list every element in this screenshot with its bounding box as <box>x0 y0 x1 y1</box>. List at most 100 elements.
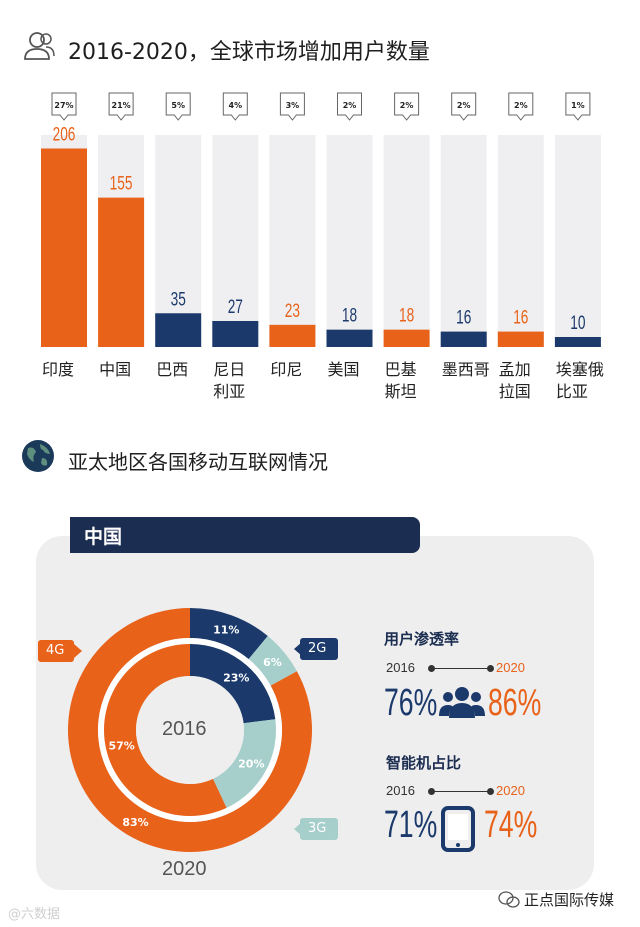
people-icon <box>439 687 485 718</box>
smartphone-dot-end <box>487 788 494 795</box>
bar <box>41 148 87 347</box>
bar <box>212 320 259 347</box>
smartphone-title: 智能机占比 <box>386 754 462 772</box>
wechat-icon <box>498 891 520 908</box>
smartphone-icon <box>441 806 475 852</box>
bar-column-bg <box>497 135 544 347</box>
category-label: 孟加 <box>499 360 531 379</box>
smartphone-year-end: 2020 <box>496 783 525 798</box>
bar-value-label: 18 <box>342 304 357 326</box>
slice-label: 83% <box>122 816 148 829</box>
bar-value-label: 10 <box>570 312 585 334</box>
bar-column-bg <box>440 135 487 347</box>
category-label: 利亚 <box>213 382 245 401</box>
category-label: 埃塞俄 <box>556 360 604 379</box>
china-banner <box>70 517 420 553</box>
share-label: 21% <box>112 101 131 110</box>
share-label: 4% <box>229 101 243 110</box>
bar-column-bg <box>155 135 202 347</box>
penetration-dot-end <box>487 665 494 672</box>
tag-3g: 3G <box>308 821 327 836</box>
bar-value-label: 18 <box>399 304 414 326</box>
category-label: 巴基 <box>385 360 417 379</box>
ring-separator <box>98 638 282 822</box>
tag-3g-pointer <box>294 822 302 836</box>
category-label: 巴西 <box>156 360 188 379</box>
share-label: 1% <box>571 101 585 110</box>
tag-2g: 2G <box>308 641 327 656</box>
slice-label: 23% <box>223 671 249 684</box>
bar <box>497 331 544 347</box>
bar <box>269 324 316 347</box>
share-label: 2% <box>514 101 528 110</box>
bar <box>98 197 145 347</box>
bar <box>383 329 430 347</box>
china-banner-label: 中国 <box>84 526 123 548</box>
share-label: 5% <box>171 101 185 110</box>
bar-column-bg <box>326 135 373 347</box>
penetration-title: 用户渗透率 <box>384 630 460 648</box>
category-label: 拉国 <box>499 382 531 401</box>
share-label: 2% <box>457 101 471 110</box>
tag-2g-pointer <box>294 642 302 656</box>
bar-value-label: 16 <box>513 306 528 328</box>
share-label: 3% <box>286 101 300 110</box>
share-label: 2% <box>400 101 414 110</box>
chart-title: 2016-2020，全球市场增加用户数量 <box>68 40 430 65</box>
donut-slice <box>104 644 227 816</box>
donut-center <box>136 676 244 784</box>
donut-slice <box>190 608 268 660</box>
bar-value-label: 155 <box>110 172 133 194</box>
users-icon <box>24 32 55 60</box>
category-label: 印尼 <box>270 360 302 379</box>
smartphone-value-end: 74% <box>484 804 538 846</box>
tag-4g: 4G <box>46 643 65 658</box>
share-callout <box>508 92 534 121</box>
penetration-year-end: 2020 <box>496 660 525 675</box>
category-label: 比亚 <box>556 382 588 401</box>
bar <box>554 337 601 347</box>
donut-slice <box>248 635 297 686</box>
share-label: 27% <box>54 101 73 110</box>
share-callout <box>108 92 134 121</box>
tag-3g-bg <box>300 818 338 840</box>
category-label: 墨西哥 <box>442 360 490 379</box>
watermark-left-symbol: @ <box>8 907 21 922</box>
share-callout <box>565 92 591 121</box>
bar-value-label: 206 <box>53 123 76 145</box>
share-callout <box>51 92 77 121</box>
penetration-value-end: 86% <box>488 682 542 724</box>
tag-4g-bg <box>38 640 74 662</box>
donut-chart: 11% 6% 83% 23% 20% 57% <box>68 608 313 852</box>
category-label: 尼日 <box>213 360 245 379</box>
outer-year-label: 2020 <box>162 858 207 880</box>
category-label: 印度 <box>42 360 74 379</box>
share-callout <box>165 92 191 121</box>
watermark-left: @六数据 <box>8 907 61 922</box>
bar-column-bg <box>269 135 316 347</box>
bar-value-label: 27 <box>228 296 243 318</box>
share-callout <box>394 92 420 121</box>
bar-column-bg <box>212 135 259 347</box>
bar-value-label: 23 <box>285 300 300 322</box>
slice-label: 11% <box>213 623 239 636</box>
category-label: 美国 <box>328 360 360 379</box>
share-callout <box>279 92 305 121</box>
donut-slice <box>190 644 276 724</box>
category-label: 中国 <box>99 360 131 379</box>
penetration-connector <box>432 668 490 669</box>
penetration-year-start: 2016 <box>386 660 415 675</box>
share-callout <box>451 92 477 121</box>
penetration-value-start: 76% <box>384 682 438 724</box>
bar-column-bg <box>554 135 601 347</box>
slice-label: 6% <box>263 656 282 669</box>
globe-icon <box>22 440 54 472</box>
bar <box>155 313 202 347</box>
bar-value-label: 35 <box>171 288 186 310</box>
section-title: 亚太地区各国移动互联网情况 <box>68 450 328 474</box>
bar-value-label: 16 <box>456 306 471 328</box>
bar-column-bg <box>383 135 430 347</box>
smartphone-year-start: 2016 <box>386 783 415 798</box>
tag-2g-bg <box>300 638 338 660</box>
